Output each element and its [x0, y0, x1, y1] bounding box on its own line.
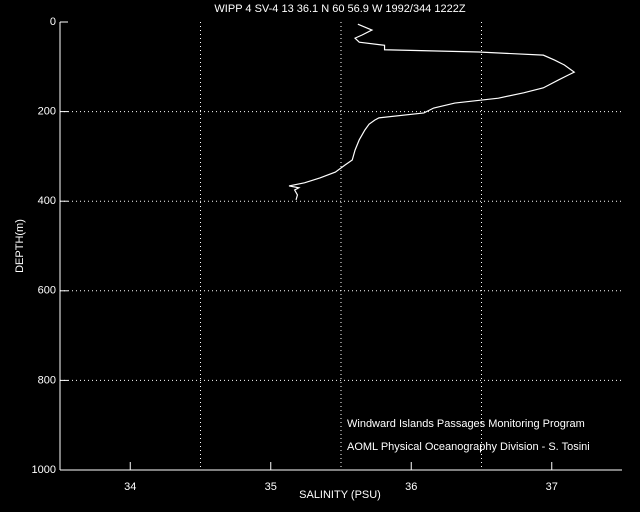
x-axis-label: SALINITY (PSU)	[299, 489, 381, 501]
x-tick-label: 36	[405, 481, 417, 493]
y-axis-label: DEPTH(m)	[14, 219, 26, 273]
y-tick-label: 1000	[32, 464, 56, 476]
annotation: AOML Physical Oceanography Division - S.…	[347, 441, 590, 453]
y-tick-label: 400	[38, 195, 56, 207]
chart-title: WIPP 4 SV-4 13 36.1 N 60 56.9 W 1992/344…	[214, 3, 465, 15]
x-tick-label: 35	[265, 481, 277, 493]
x-tick-label: 37	[546, 481, 558, 493]
y-tick-label: 200	[38, 106, 56, 118]
y-tick-label: 600	[38, 285, 56, 297]
y-tick-label: 800	[38, 374, 56, 386]
y-tick-label: 0	[50, 16, 56, 28]
profile-line	[288, 23, 576, 201]
x-tick-label: 34	[124, 481, 136, 493]
annotation: Windward Islands Passages Monitoring Pro…	[347, 418, 585, 430]
